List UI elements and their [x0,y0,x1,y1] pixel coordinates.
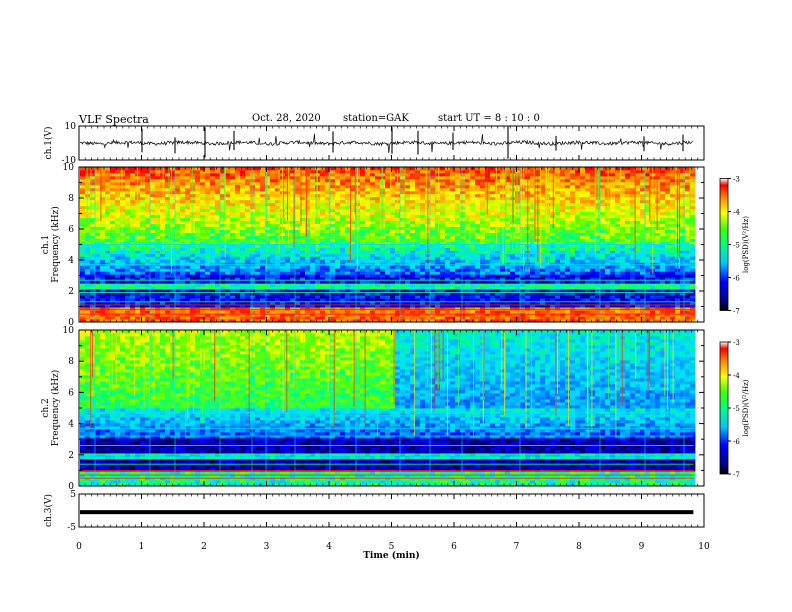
ch1-ytick-label: -10 [62,156,77,166]
ytick-label: 0 [68,482,74,492]
ch1-colorbar-label: log(PSD)(V²/Hz) [742,216,750,273]
xtick-label: 5 [389,542,395,552]
ch1-channel-label: ch.1 [41,235,51,254]
ytick-label: 0 [68,318,74,328]
ytick-label: 2 [68,287,74,297]
colorbar-tick-label: -5 [733,242,740,250]
colorbar-tick-label: -7 [733,308,740,316]
xtick-label: 2 [201,542,207,552]
colorbar-tick-label: -6 [733,438,740,446]
xtick-label: 9 [639,542,645,552]
xtick-label: 10 [698,542,710,552]
ch1-waveform-line [79,133,694,154]
start-time-label: start UT = 8 : 10 : 0 [438,113,540,124]
ch2-frequency-label: Frequency (kHz) [50,370,61,447]
ytick-label: 6 [68,388,74,398]
ch1-spectrogram-xticks [78,167,705,322]
ch2-spectrogram-xticks [78,330,705,486]
ch3-ytick-label: -5 [67,523,76,533]
ytick-label: 10 [63,163,75,173]
ch1-colorbar [719,178,729,311]
ch2-colorbar [719,341,729,475]
ch2-spectrogram-image [80,330,696,487]
ch3-ytick-label: 5 [70,490,76,500]
chart-title: VLF Spectra [79,113,149,126]
ytick-label: 2 [68,451,74,461]
xtick-label: 6 [451,542,457,552]
ch1-waveform-ylabel: ch.1(V) [43,127,54,160]
colorbar-tick-label: -7 [733,471,740,479]
xtick-label: 4 [326,542,332,552]
ch2-colorbar-label: log(PSD)(V²/Hz) [742,379,750,436]
xtick-label: 3 [264,542,270,552]
ch1-ytick-label: 10 [65,122,77,132]
ch3-waveform-xticks [78,494,705,527]
ytick-label: 4 [68,420,74,430]
ytick-label: 8 [68,357,74,367]
date-label: Oct. 28, 2020 [252,113,321,124]
colorbar-tick-label: -5 [733,405,740,413]
ch1-waveform-xticks [78,126,705,160]
ch1-frequency-label: Frequency (kHz) [50,206,61,283]
xtick-label: 1 [139,542,145,552]
ytick-label: 6 [68,225,74,235]
colorbar-tick-label: -3 [733,176,740,184]
station-label: station=GAK [343,113,409,124]
ch3-waveform-line [80,510,694,515]
ch3-waveform-ylabel: ch.3(V) [43,494,54,527]
ytick-label: 4 [68,256,74,266]
x-axis-label: Time (min) [363,550,420,561]
colorbar-tick-label: -6 [733,275,740,283]
xtick-label: 8 [576,542,582,552]
ch1-spectrogram-image [80,167,696,323]
ytick-label: 8 [68,194,74,204]
ch2-channel-label: ch.2 [41,398,51,417]
colorbar-tick-label: -4 [733,372,740,380]
colorbar-tick-label: -4 [733,209,740,217]
colorbar-tick-label: -3 [733,339,740,347]
ytick-label: 10 [63,326,75,336]
xtick-label: 7 [514,542,520,552]
xtick-label: 0 [76,542,82,552]
